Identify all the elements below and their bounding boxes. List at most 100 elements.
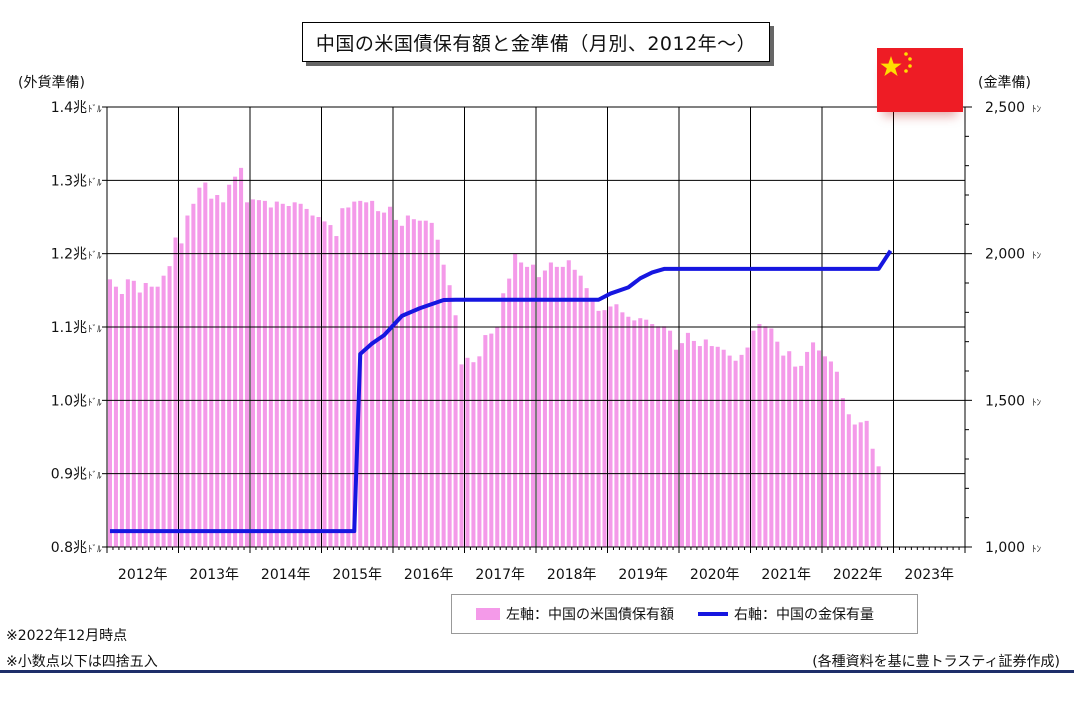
bar [870,448,875,547]
left-axis-ticks: 0.8兆 ﾄﾞﾙ0.9兆 ﾄﾞﾙ1.0兆 ﾄﾞﾙ1.1兆 ﾄﾞﾙ1.2兆 ﾄﾞﾙ1.3兆ﾄ… [51,100,107,556]
left-tick-unit: ﾄﾞﾙ [88,471,102,482]
bar [632,320,637,547]
bar [393,219,398,547]
gold-line [109,249,893,534]
x-tick-label: 2022年 [833,567,883,583]
right-tick-label: 2,500 [985,100,1025,116]
bar [215,195,220,547]
x-tick-label: 2014年 [261,567,311,583]
left-tick-label: 1.1兆 [51,320,87,336]
flag-star-small [904,69,908,73]
bar [268,207,273,547]
x-tick-label: 2012年 [118,567,168,583]
bar [846,414,851,547]
x-tick-label: 2018年 [547,567,597,583]
bar [239,167,244,547]
left-tick-unit: ﾄﾞﾙ [88,251,102,262]
bar [674,349,679,547]
bar [560,266,565,547]
bar [465,357,470,547]
bar [405,215,410,547]
bar [191,203,196,548]
bar-series [107,167,881,548]
bar [662,326,667,547]
bar [852,424,857,547]
bar [495,327,500,547]
bar [131,280,136,547]
x-tick-label: 2020年 [690,567,740,583]
bar [161,275,166,547]
bar [209,198,214,548]
bar [685,332,690,547]
x-tick-label: 2017年 [475,567,525,583]
bar [107,279,112,547]
bar [411,219,416,547]
bar [340,208,345,547]
bar [638,318,643,547]
bar [727,355,732,547]
bar [751,330,756,547]
bar [286,206,291,547]
bar [346,207,351,547]
bar [489,333,494,547]
bar [221,202,226,547]
bar [429,222,434,547]
bar [227,184,232,548]
bar [572,269,577,547]
bar [125,279,130,547]
left-tick-unit: ﾄﾞﾙ [88,544,102,555]
bar [245,202,250,547]
bar [596,310,601,547]
bar [828,361,833,547]
bar [644,319,649,547]
source-note: (各種資料を基に豊トラスティ証券作成) [812,654,1060,670]
flag-star-small [908,64,912,68]
bar [584,288,589,547]
bar [447,285,452,547]
note-date: ※2022年12月時点 [6,628,128,644]
bar [703,339,708,547]
bar [197,187,202,548]
x-tick-label: 2013年 [189,567,239,583]
bar [840,398,845,547]
bar [733,360,738,547]
bar [280,203,285,548]
bar [441,264,446,547]
bar [656,326,661,547]
left-axis-label: (外貨準備) [18,75,85,91]
legend-item-line: 右軸：中国の金保有量 [698,604,874,624]
chart-title: 中国の米国債保有額と金準備（月別、2012年～） [302,22,770,62]
bar [602,310,607,547]
bar [364,202,369,547]
bar [697,346,702,547]
right-tick-label: 2,000 [985,247,1025,263]
bar [137,292,142,547]
bar [757,324,762,547]
bar [173,237,178,547]
bar [542,270,547,547]
flag-star-small [908,57,912,61]
bar [477,356,482,547]
bar [763,326,768,547]
right-tick-unit: ﾄﾝ [1032,105,1042,115]
bar [799,365,804,547]
bar [185,215,190,547]
bar [548,262,553,547]
bar [805,351,810,547]
bar [614,304,619,547]
bar [483,335,488,547]
right-tick-unit: ﾄﾝ [1032,252,1042,262]
bar [453,315,458,547]
bar [304,208,309,547]
bar [811,342,816,547]
bar [745,347,750,547]
note-rounding: ※小数点以下は四捨五入 [6,654,158,670]
bar [256,200,261,547]
left-tick-label: 1.0兆 [51,393,87,409]
bar [834,371,839,547]
bar [310,215,315,547]
bar [679,343,684,547]
legend-label-bars: 左軸：中国の米国債保有額 [506,607,674,623]
bar [650,324,655,547]
